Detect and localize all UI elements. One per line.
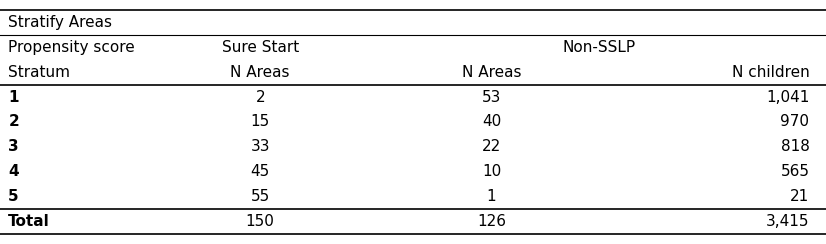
- Text: 33: 33: [250, 139, 270, 154]
- Text: 3,415: 3,415: [766, 214, 809, 229]
- Text: 4: 4: [8, 164, 19, 179]
- Text: 53: 53: [482, 90, 501, 105]
- Text: Propensity score: Propensity score: [8, 40, 135, 55]
- Text: 2: 2: [8, 114, 19, 130]
- Text: 45: 45: [250, 164, 270, 179]
- Text: 22: 22: [482, 139, 501, 154]
- Text: 55: 55: [250, 189, 270, 204]
- Text: Non-SSLP: Non-SSLP: [563, 40, 635, 55]
- Text: N children: N children: [732, 65, 809, 80]
- Text: Total: Total: [8, 214, 50, 229]
- Text: 1,041: 1,041: [766, 90, 809, 105]
- Text: 10: 10: [482, 164, 501, 179]
- Text: 3: 3: [8, 139, 19, 154]
- Text: 1: 1: [487, 189, 496, 204]
- Text: 818: 818: [781, 139, 809, 154]
- Text: 21: 21: [790, 189, 809, 204]
- Text: 40: 40: [482, 114, 501, 130]
- Text: N Areas: N Areas: [462, 65, 521, 80]
- Text: 970: 970: [781, 114, 809, 130]
- Text: Sure Start: Sure Start: [221, 40, 299, 55]
- Text: 5: 5: [8, 189, 19, 204]
- Text: 1: 1: [8, 90, 19, 105]
- Text: Stratify Areas: Stratify Areas: [8, 15, 112, 30]
- Text: 150: 150: [246, 214, 274, 229]
- Text: Stratum: Stratum: [8, 65, 70, 80]
- Text: 565: 565: [781, 164, 809, 179]
- Text: 126: 126: [477, 214, 506, 229]
- Text: 2: 2: [255, 90, 265, 105]
- Text: 15: 15: [250, 114, 270, 130]
- Text: N Areas: N Areas: [230, 65, 290, 80]
